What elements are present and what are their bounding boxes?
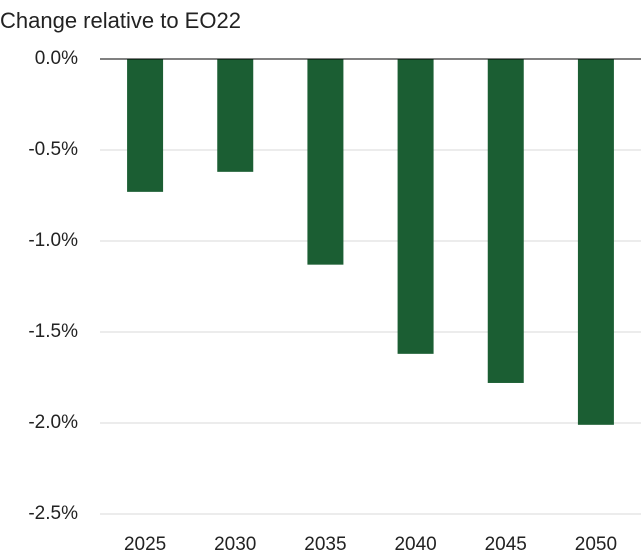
y-tick-label: -1.0% [28,230,78,251]
y-tick-label: -0.5% [28,139,78,160]
bar [307,59,344,265]
x-tick-label: 2035 [304,534,346,555]
y-tick-label: -2.5% [28,503,78,524]
y-tick-label: -2.0% [28,412,78,433]
bar [127,59,164,192]
x-tick-label: 2025 [124,534,166,555]
bar [577,59,614,425]
y-tick-label: 0.0% [35,48,78,69]
y-tick-label: -1.5% [28,321,78,342]
x-tick-label: 2045 [485,534,527,555]
chart-title: Change relative to EO22 [0,8,241,33]
bar [397,59,434,354]
x-tick-label: 2030 [214,534,256,555]
x-tick-label: 2050 [575,534,617,555]
bar [487,59,524,383]
x-tick-label: 2040 [394,534,436,555]
bar [217,59,254,172]
